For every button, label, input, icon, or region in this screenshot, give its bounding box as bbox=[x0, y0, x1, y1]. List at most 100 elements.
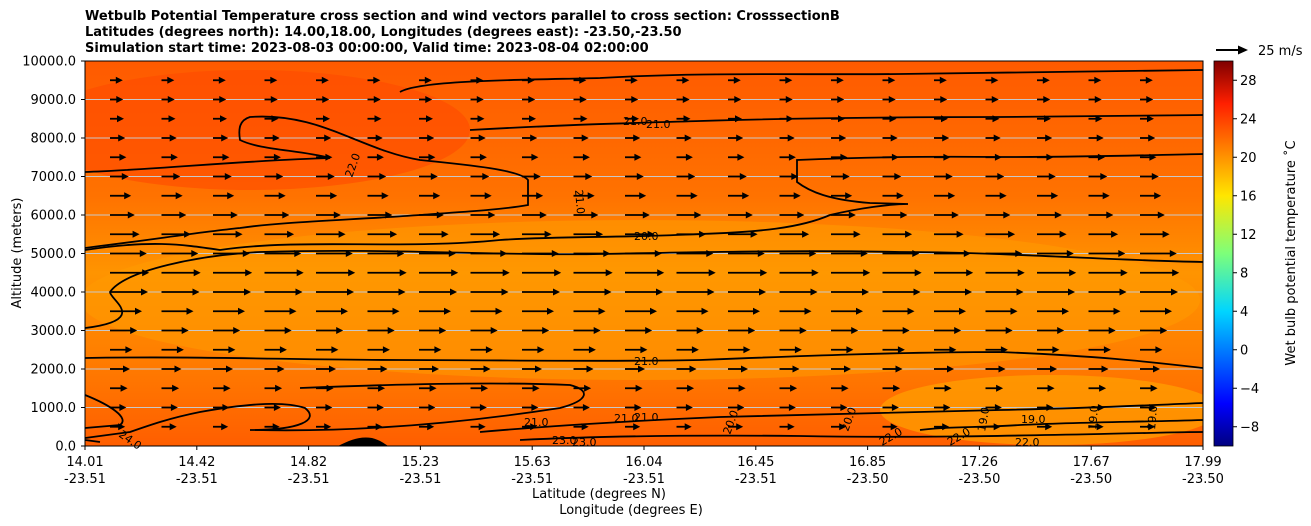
wind-vector bbox=[161, 365, 182, 373]
wind-vector bbox=[470, 211, 496, 219]
wind-vector bbox=[625, 230, 655, 238]
y-tick-label: 0.0 bbox=[55, 440, 76, 455]
wind-vector bbox=[625, 76, 638, 84]
wind-vector bbox=[985, 96, 999, 103]
wind-vector bbox=[934, 192, 956, 200]
wind-vector bbox=[985, 346, 1008, 354]
wind-vector bbox=[1140, 288, 1178, 296]
wind-vector bbox=[1037, 76, 1050, 84]
wind-vector bbox=[1088, 96, 1102, 103]
wind-vector bbox=[316, 192, 338, 200]
wind-vector bbox=[625, 115, 639, 123]
wind-vector bbox=[367, 250, 405, 257]
colorbar-tick-label: 4 bbox=[1240, 305, 1248, 320]
wind-vector bbox=[573, 134, 589, 142]
wind-vector bbox=[419, 384, 437, 392]
wind-vector bbox=[676, 173, 696, 180]
wind-vector bbox=[676, 384, 695, 392]
wind-vector bbox=[985, 423, 1001, 431]
x-tick-lon-label: -23.51 bbox=[176, 472, 218, 487]
terrain-mask bbox=[338, 437, 388, 446]
wind-vector bbox=[264, 211, 290, 219]
field-patches bbox=[85, 70, 1203, 445]
wind-vector bbox=[522, 346, 545, 354]
wind-vector bbox=[161, 96, 175, 103]
wind-vector bbox=[316, 307, 348, 315]
x-tick-lat-label: 14.01 bbox=[66, 455, 103, 470]
wind-vector bbox=[419, 115, 433, 123]
wind-vector bbox=[1088, 211, 1114, 219]
wind-vector bbox=[934, 76, 947, 84]
wind-vector bbox=[367, 76, 381, 84]
wind-vector bbox=[316, 365, 336, 373]
wind-vector bbox=[213, 423, 229, 431]
wind-vector bbox=[1088, 307, 1121, 315]
wind-vector bbox=[522, 153, 539, 161]
wind-vector bbox=[110, 269, 150, 277]
wind-vector bbox=[676, 134, 692, 142]
wind-vector bbox=[573, 307, 606, 315]
wind-vector bbox=[213, 153, 230, 161]
x-tick-lat-label: 14.82 bbox=[290, 455, 327, 470]
wind-vector bbox=[676, 404, 693, 411]
wind-vector bbox=[985, 230, 1016, 238]
contour-line bbox=[919, 419, 1203, 431]
wind-vector bbox=[934, 134, 950, 142]
wind-vector bbox=[728, 307, 760, 315]
wind-vector bbox=[470, 250, 508, 257]
wind-vector bbox=[625, 211, 650, 219]
wind-vector bbox=[213, 269, 253, 277]
wind-vector bbox=[367, 134, 383, 142]
wind-vector bbox=[728, 230, 758, 238]
wind-vector bbox=[1088, 384, 1107, 392]
wind-vector bbox=[882, 307, 915, 315]
wind-vector bbox=[316, 250, 353, 257]
colorbar-tick-label: 24 bbox=[1240, 112, 1257, 127]
wind-vector bbox=[831, 153, 848, 161]
wind-vector bbox=[419, 153, 436, 161]
wind-vector bbox=[316, 153, 333, 161]
wind-vector bbox=[625, 327, 653, 334]
colorbar-tick-label: −4 bbox=[1240, 382, 1259, 397]
wind-vectors bbox=[110, 76, 1180, 431]
wind-vector bbox=[213, 346, 236, 354]
wind-vector bbox=[1140, 173, 1159, 180]
wind-vector bbox=[1140, 384, 1158, 392]
wind-vector bbox=[213, 115, 227, 123]
wind-vector bbox=[728, 96, 742, 103]
wind-vector bbox=[831, 307, 863, 315]
y-tick-label: 9000.0 bbox=[31, 93, 77, 108]
wind-vector bbox=[367, 423, 383, 431]
contour-label: 21.0 bbox=[634, 355, 659, 368]
wind-vector bbox=[470, 76, 484, 84]
wind-vector bbox=[676, 153, 693, 161]
wind-vector bbox=[264, 288, 303, 296]
wind-vector bbox=[213, 250, 250, 257]
wind-vector bbox=[470, 153, 487, 161]
wind-vector bbox=[213, 230, 243, 238]
wind-vector bbox=[934, 365, 954, 373]
wind-vector bbox=[728, 384, 746, 392]
wind-vector bbox=[419, 346, 442, 354]
wind-vector bbox=[316, 384, 334, 392]
wind-vector bbox=[934, 307, 966, 315]
wind-vector bbox=[882, 192, 904, 200]
wind-vector bbox=[419, 327, 447, 334]
x-tick-lat-label: 16.04 bbox=[625, 455, 662, 470]
wind-vector bbox=[831, 211, 856, 219]
wind-vector bbox=[1088, 288, 1127, 296]
x-axis-label-latitude: Latitude (degrees N) bbox=[532, 487, 666, 502]
wind-vector bbox=[1140, 211, 1165, 219]
wind-vector bbox=[779, 134, 795, 142]
wind-vector bbox=[470, 173, 490, 180]
contour-label: 21.0 bbox=[614, 412, 639, 425]
y-tick-label: 5000.0 bbox=[31, 247, 77, 262]
wind-vector bbox=[522, 192, 544, 200]
wind-vector bbox=[985, 115, 1000, 123]
wind-vector bbox=[1037, 404, 1054, 411]
wind-vector bbox=[1088, 173, 1108, 180]
wind-vector bbox=[367, 153, 384, 161]
wind-vector bbox=[625, 250, 662, 257]
wind-vector bbox=[522, 327, 550, 334]
wind-vector bbox=[1088, 115, 1103, 123]
